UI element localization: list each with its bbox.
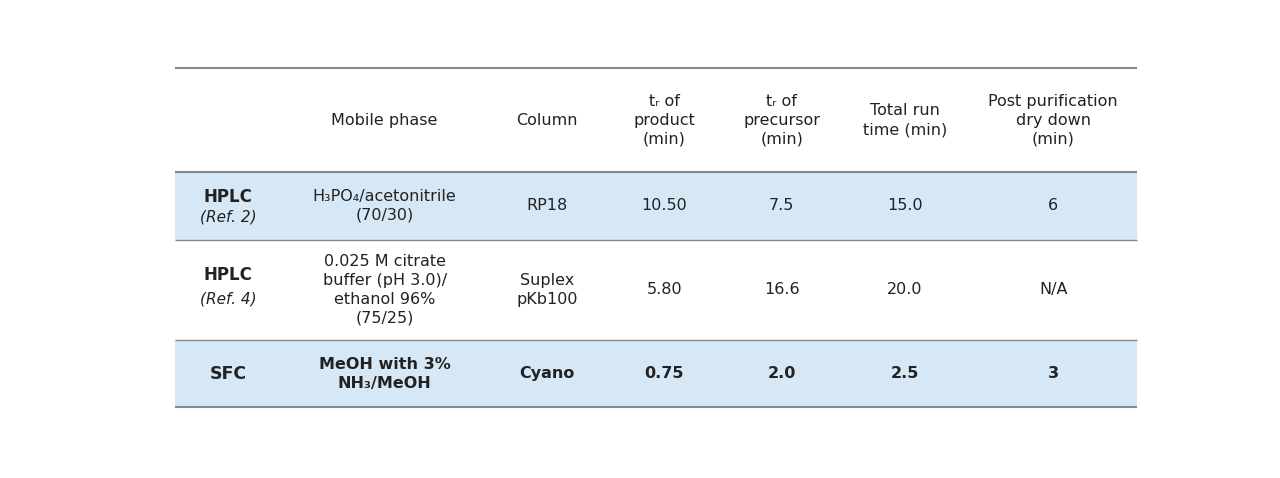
Text: Suplex
pKb100: Suplex pKb100 <box>516 273 577 306</box>
Text: 20.0: 20.0 <box>887 282 923 297</box>
Text: 2.5: 2.5 <box>891 366 919 381</box>
Text: HPLC: HPLC <box>204 266 252 284</box>
Text: N/A: N/A <box>1039 282 1068 297</box>
Text: 2.0: 2.0 <box>768 366 796 381</box>
Text: 5.80: 5.80 <box>646 282 682 297</box>
Text: Column: Column <box>516 113 577 128</box>
Text: HPLC: HPLC <box>204 188 252 206</box>
Bar <box>175 239 1137 340</box>
Text: 0.025 M citrate
buffer (pH 3.0)/
ethanol 96%
(75/25): 0.025 M citrate buffer (pH 3.0)/ ethanol… <box>323 254 447 325</box>
Text: tᵣ of
product
(min): tᵣ of product (min) <box>634 94 695 147</box>
Text: RP18: RP18 <box>526 198 567 214</box>
Text: MeOH with 3%
NH₃/MeOH: MeOH with 3% NH₃/MeOH <box>319 357 451 391</box>
Text: tᵣ of
precursor
(min): tᵣ of precursor (min) <box>744 94 820 147</box>
Text: 10.50: 10.50 <box>641 198 687 214</box>
Text: Cyano: Cyano <box>520 366 575 381</box>
Text: (Ref. 2): (Ref. 2) <box>200 209 256 225</box>
Text: SFC: SFC <box>210 365 247 383</box>
Text: 7.5: 7.5 <box>769 198 795 214</box>
Text: Mobile phase: Mobile phase <box>332 113 438 128</box>
Text: (Ref. 4): (Ref. 4) <box>200 292 256 306</box>
Text: H₃PO₄/acetonitrile
(70/30): H₃PO₄/acetonitrile (70/30) <box>312 189 457 223</box>
Text: 0.75: 0.75 <box>645 366 684 381</box>
Text: Post purification
dry down
(min): Post purification dry down (min) <box>988 94 1117 147</box>
Text: Total run
time (min): Total run time (min) <box>863 103 947 137</box>
Text: 6: 6 <box>1048 198 1059 214</box>
Bar <box>175 172 1137 239</box>
Bar <box>175 340 1137 407</box>
Text: 16.6: 16.6 <box>764 282 800 297</box>
Text: 3: 3 <box>1047 366 1059 381</box>
Text: 15.0: 15.0 <box>887 198 923 214</box>
